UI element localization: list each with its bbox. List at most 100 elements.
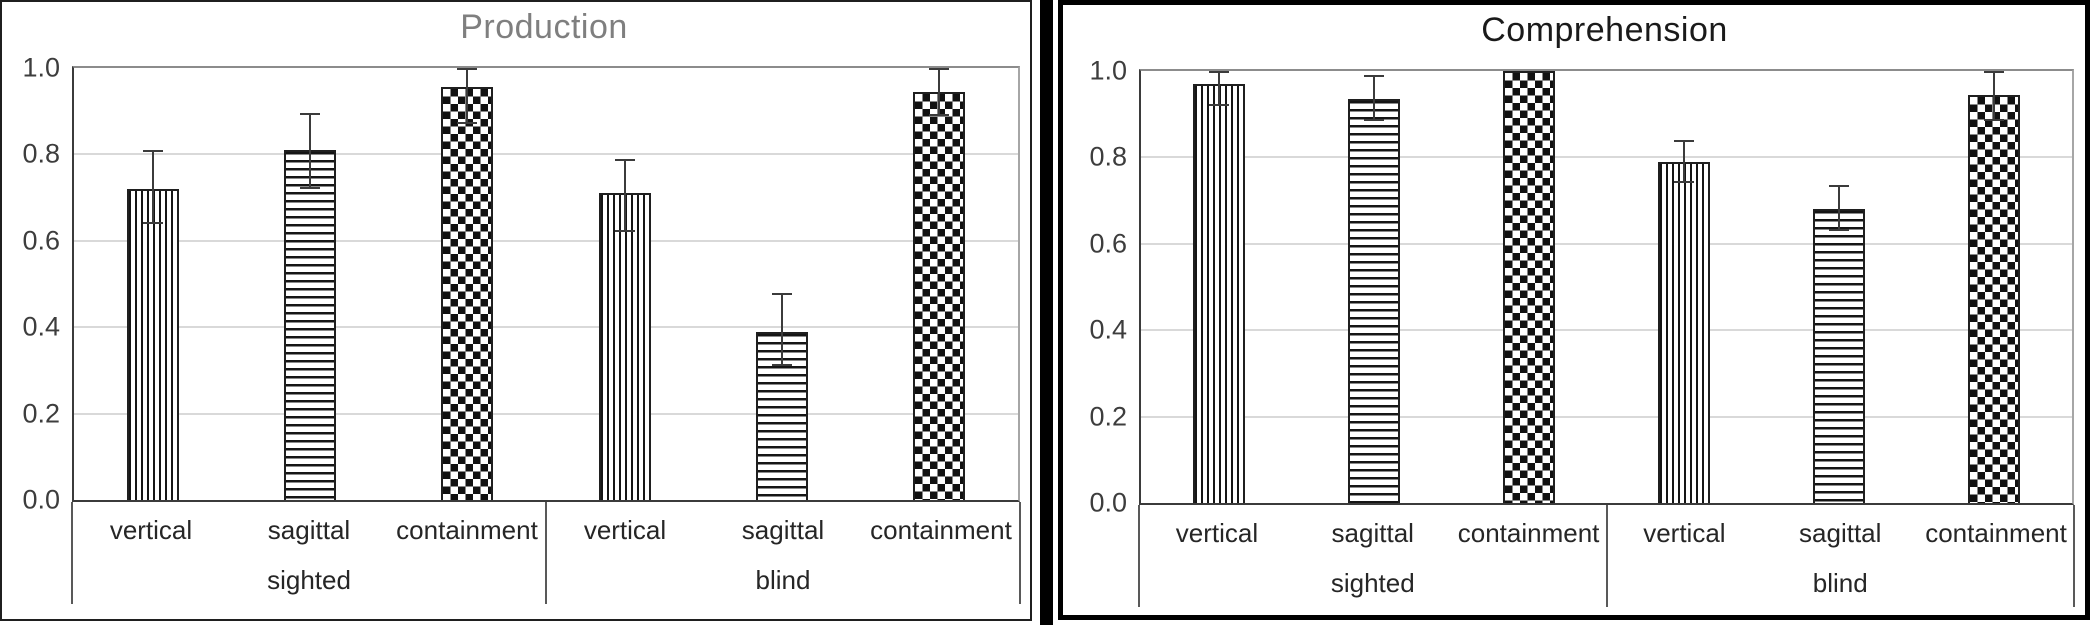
production-chart-panel: Production 0.0 0.2 0.4 0.6 0.8 1.0 vertical sa… [0,0,1032,621]
error-bar-line [1683,140,1686,184]
chart-title-comprehension: Comprehension [1481,11,1728,49]
error-bar-cap-top [772,292,792,295]
gridline [74,412,1018,415]
group-labels-row: sighted blind [1139,562,2074,607]
y-tick-label: 0.0 [22,484,60,515]
error-bar-cap-top [457,68,478,70]
bar-blind-vertical [1658,161,1711,503]
error-bar-cap-top [142,150,163,153]
category-label-vertical: vertical [1643,518,1726,548]
bar-sighted-sagittal [1347,99,1400,503]
error-bar-cap-bottom [1984,118,2005,121]
bar-sighted-containment [441,87,494,500]
gridline [74,153,1018,156]
category-label-containment: containment [1925,518,2067,548]
category-label-containment: containment [1457,518,1600,548]
error-bar-sighted-vertical [142,150,163,224]
y-tick-label: 0.0 [1089,487,1127,518]
group-labels-row: sighted blind [72,559,1020,604]
error-bar-cap-top [1363,75,1384,78]
category-separator [1605,505,1608,607]
category-label-vertical: vertical [109,515,193,545]
plot-area [1139,69,2074,505]
error-bar-cap-top [300,113,320,116]
category-axis: vertical sagittal containment vertical sagit… [71,502,1021,604]
error-bar-line [623,158,626,233]
error-bar-blind-containment [1984,71,2005,121]
bar-sighted-vertical [1192,83,1245,503]
error-bar-cap-top [929,68,950,70]
bar-blind-sagittal [1813,209,1866,503]
category-labels-row: vertical sagittal containment vertical sagit… [72,502,1020,559]
gridline [74,326,1018,329]
group-label-blind: blind [1812,568,1868,598]
error-bar-line [151,150,154,224]
y-tick-label: 1.0 [1089,55,1127,86]
error-bar-blind-vertical [1674,140,1695,184]
error-bar-line [781,292,783,367]
error-bar-line [1838,185,1841,231]
error-bar-line [938,68,941,116]
y-tick-label: 0.6 [22,225,60,256]
category-separator [545,502,547,604]
category-separator [1138,505,1140,607]
error-bar-line [1217,71,1220,106]
error-bar-sighted-containment [457,68,478,125]
error-bar-line [309,113,311,189]
error-bar-cap-bottom [1208,103,1229,106]
bar-sighted-sagittal [284,150,336,500]
error-bar-line [1993,71,1996,121]
category-label-sagittal: sagittal [267,515,351,545]
error-bar-blind-vertical [614,158,635,233]
category-separator [1019,502,1021,604]
error-bar-blind-sagittal [772,292,792,367]
error-bar-cap-bottom [772,364,792,367]
gridline [1141,242,2072,245]
comprehension-chart-panel: Comprehension 0.0 0.2 0.4 0.6 0.8 1.0 vertica… [1058,0,2090,620]
bar-blind-containment [913,91,966,500]
error-bar-cap-bottom [300,186,320,189]
group-label-blind: blind [755,565,811,595]
y-tick-label: 0.8 [22,138,60,169]
error-bar-line [466,68,469,125]
error-bar-cap-top [1208,71,1229,73]
category-label-vertical: vertical [583,515,667,545]
category-axis: vertical sagittal containment vertical sagit… [1138,505,2075,607]
y-axis-tick-labels: 0.0 0.2 0.4 0.6 0.8 1.0 [1063,56,1127,518]
category-labels-row: vertical sagittal containment vertical sagit… [1139,505,2074,562]
error-bar-cap-top [614,158,635,161]
error-bar-line [1372,75,1375,121]
y-tick-label: 0.2 [1089,401,1127,432]
error-bar-cap-bottom [1363,118,1384,121]
category-label-containment: containment [396,515,538,545]
error-bar-cap-bottom [1829,228,1850,231]
plot-area [72,66,1020,502]
bar-sighted-vertical [126,188,179,500]
y-tick-label: 1.0 [22,52,60,83]
category-label-sagittal: sagittal [1331,518,1414,548]
y-tick-label: 0.2 [22,398,60,429]
bar-blind-containment [1968,94,2021,503]
error-bar-blind-containment [929,68,950,116]
y-tick-label: 0.6 [1089,228,1127,259]
panel-divider [1040,0,1053,625]
error-bar-cap-bottom [1674,181,1695,184]
category-separator [2073,505,2075,607]
category-label-vertical: vertical [1175,518,1259,548]
gridline [1141,415,2072,418]
category-label-sagittal: sagittal [1799,518,1882,548]
group-label-sighted: sighted [1330,568,1415,598]
error-bar-sighted-sagittal [1363,75,1384,121]
bar-sighted-containment [1502,71,1555,503]
gridline [1141,329,2072,332]
error-bar-cap-bottom [929,113,950,116]
error-bar-cap-top [1984,71,2005,73]
y-tick-label: 0.4 [1089,314,1127,345]
error-bar-cap-top [1829,185,1850,188]
error-bar-cap-bottom [142,221,163,224]
error-bar-cap-bottom [457,122,478,125]
error-bar-sighted-vertical [1208,71,1229,106]
error-bar-blind-sagittal [1829,185,1850,231]
error-bar-sighted-sagittal [300,113,320,189]
